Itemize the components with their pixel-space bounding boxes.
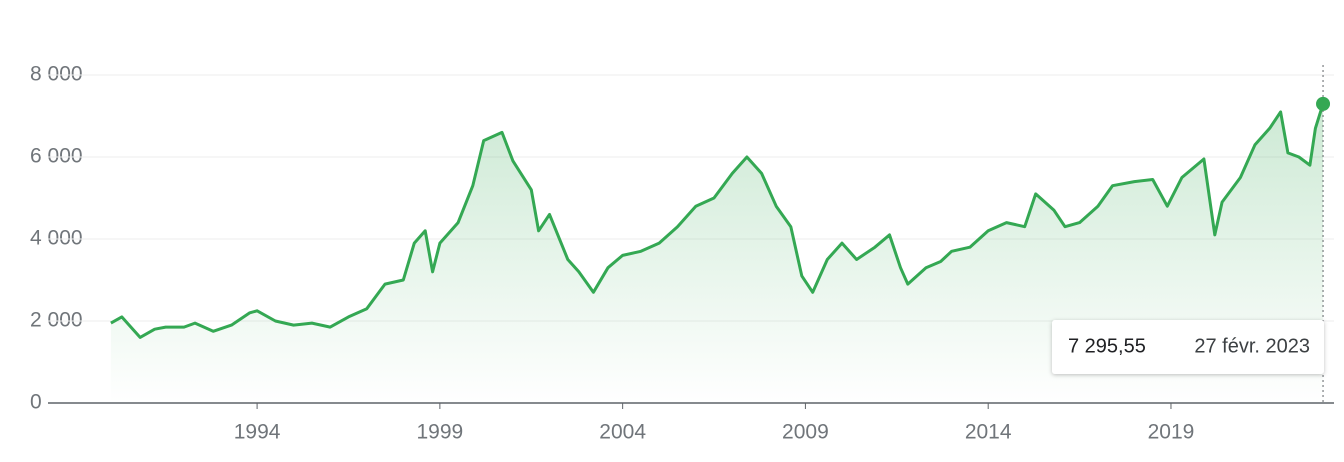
price-line bbox=[110, 103, 1325, 339]
hover-dot bbox=[1316, 96, 1331, 111]
tooltip: 7 295,55 27 févr. 2023 bbox=[1052, 320, 1324, 374]
y-tick-label: 2 000 bbox=[30, 309, 83, 332]
tooltip-value: 7 295,55 bbox=[1068, 335, 1146, 357]
x-tick-label: 1999 bbox=[417, 421, 464, 444]
x-tick-label: 2019 bbox=[1148, 421, 1195, 444]
tooltip-box bbox=[1052, 320, 1324, 374]
tooltip-date: 27 févr. 2023 bbox=[1194, 335, 1310, 357]
y-tick-label: 8 000 bbox=[30, 63, 83, 86]
x-tick-label: 2009 bbox=[782, 421, 829, 444]
y-tick-label: 6 000 bbox=[30, 145, 83, 168]
x-tick-label: 1994 bbox=[234, 421, 281, 444]
y-tick-label: 4 000 bbox=[30, 227, 83, 250]
area-fill bbox=[110, 103, 1324, 404]
y-tick-label: 0 bbox=[30, 391, 42, 414]
x-tick-label: 2014 bbox=[965, 421, 1012, 444]
x-tick-label: 2004 bbox=[599, 421, 646, 444]
